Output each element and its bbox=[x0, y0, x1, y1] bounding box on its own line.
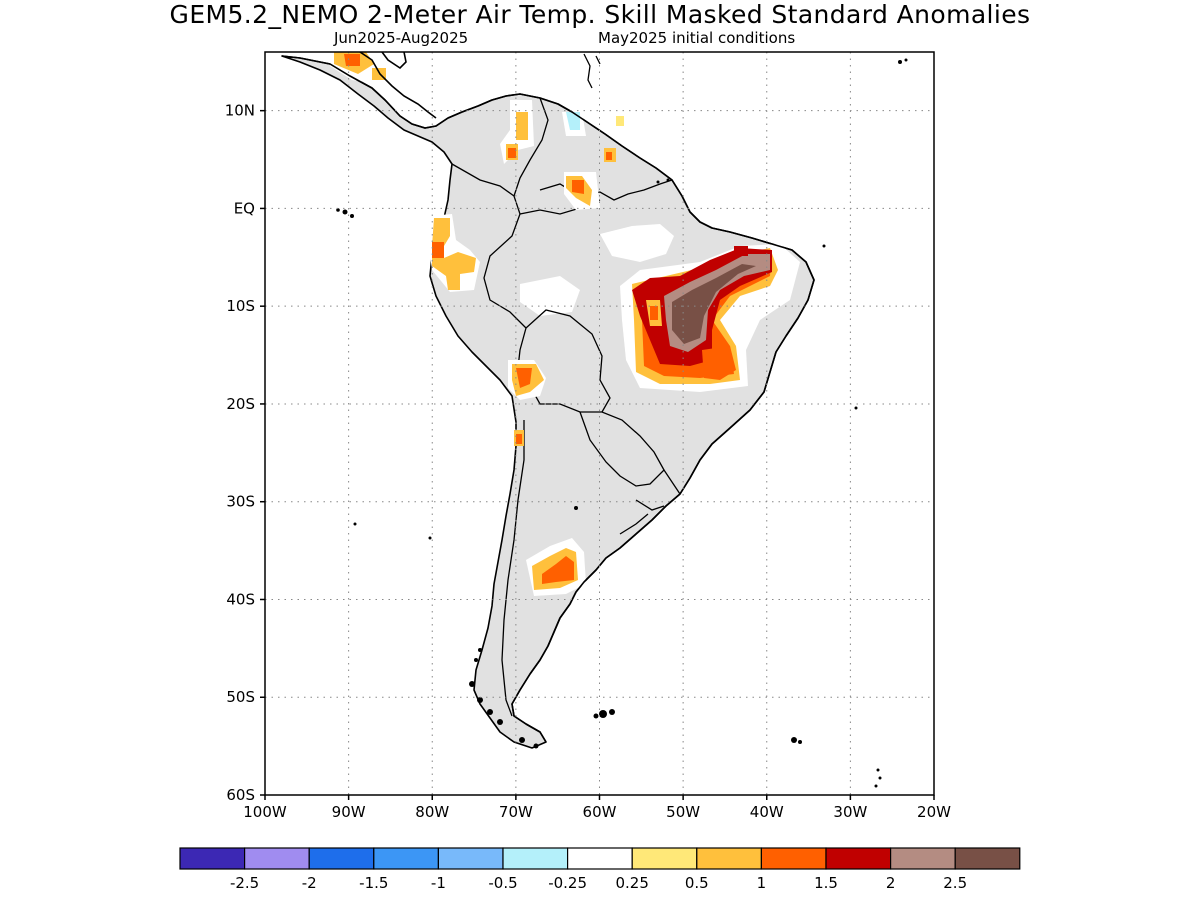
lon-tick-label: 80W bbox=[415, 803, 449, 821]
colorbar-label: -2 bbox=[302, 874, 317, 892]
lat-tick-label: 10N bbox=[225, 102, 255, 120]
forecast-period: Jun2025-Aug2025 bbox=[334, 29, 469, 47]
colorbar-swatch bbox=[631, 847, 698, 870]
central-america-coast bbox=[281, 52, 449, 129]
colorbar-swatch bbox=[954, 847, 1021, 870]
colorbar-swatch bbox=[696, 847, 762, 870]
colorbar-swatch bbox=[566, 847, 633, 870]
anomaly-shading bbox=[330, 52, 800, 596]
colorbar-label: -1 bbox=[431, 874, 446, 892]
colorbar-label: 1.5 bbox=[814, 874, 838, 892]
lat-tick-label: 10S bbox=[226, 297, 255, 315]
colorbar-label: -1.5 bbox=[359, 874, 388, 892]
colorbar-swatch bbox=[825, 847, 892, 870]
lat-tick-label: 40S bbox=[226, 590, 255, 608]
colorbar-label: -0.5 bbox=[488, 874, 517, 892]
lon-tick-label: 100W bbox=[243, 803, 287, 821]
colorbar-label: 2 bbox=[886, 874, 896, 892]
lat-tick-label: 30S bbox=[226, 493, 255, 511]
colorbar-label: -0.25 bbox=[548, 874, 587, 892]
colorbar-label: 1 bbox=[757, 874, 767, 892]
initial-conditions: May2025 initial conditions bbox=[598, 29, 796, 47]
lat-axis: 10N EQ 10S 20S 30S 40S 50S 60S bbox=[225, 102, 265, 804]
lat-tick-label: 20S bbox=[226, 395, 255, 413]
lon-tick-label: 30W bbox=[833, 803, 867, 821]
colorbar-swatch bbox=[244, 847, 310, 870]
colorbar-swatch bbox=[889, 847, 956, 870]
colorbar-swatch bbox=[760, 847, 827, 870]
colorbar-swatch bbox=[308, 847, 375, 870]
islands bbox=[336, 58, 908, 788]
lon-tick-label: 40W bbox=[750, 803, 784, 821]
lon-tick-label: 70W bbox=[499, 803, 533, 821]
lon-tick-label: 50W bbox=[666, 803, 700, 821]
map-title: GEM5.2_NEMO 2-Meter Air Temp. Skill Mask… bbox=[169, 0, 1031, 29]
colorbar-swatch bbox=[179, 847, 246, 870]
colorbar-label: 2.5 bbox=[943, 874, 967, 892]
lat-tick-label: 60S bbox=[226, 786, 255, 804]
colorbar-swatch bbox=[437, 847, 504, 870]
colorbar-label: -2.5 bbox=[230, 874, 259, 892]
lon-tick-label: 20W bbox=[917, 803, 951, 821]
colorbar-swatch bbox=[502, 847, 569, 870]
lon-tick-label: 90W bbox=[332, 803, 366, 821]
gridlines bbox=[265, 52, 934, 795]
lon-axis: 100W 90W 80W 70W 60W 50W 40W 30W 20W bbox=[243, 795, 951, 821]
colorbar-label: 0.25 bbox=[615, 874, 648, 892]
lon-tick-label: 60W bbox=[583, 803, 617, 821]
lat-tick-label: EQ bbox=[234, 199, 255, 217]
colorbar-label: 0.5 bbox=[685, 874, 709, 892]
lat-tick-label: 50S bbox=[226, 688, 255, 706]
colorbar-swatch bbox=[373, 847, 439, 870]
colorbar: -2.5 -2 -1.5 -1 -0.5 -0.25 0.25 0.5 1 1.5 2 2.5 bbox=[179, 847, 1021, 892]
